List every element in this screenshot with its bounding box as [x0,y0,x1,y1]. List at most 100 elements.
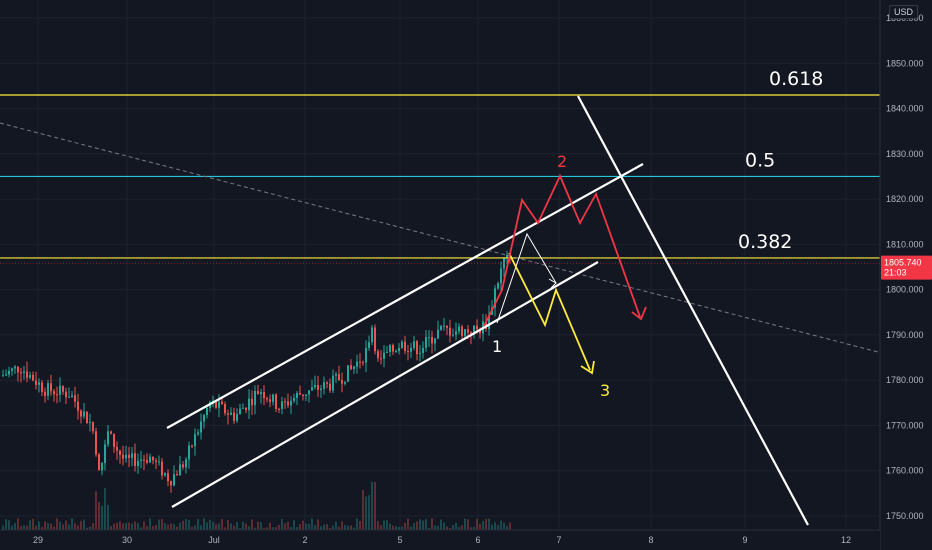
volume-bar [176,526,178,530]
time-tick-label: 29 [33,535,43,545]
candle-body [392,345,394,352]
volume-bar [413,523,415,530]
volume-bar [317,519,319,530]
candle-body [191,445,193,447]
volume-bar [170,523,172,530]
volume-bar [329,527,331,530]
volume-bar [83,519,85,530]
candle-body [299,393,301,395]
candle-body [137,460,139,467]
candle-body [140,459,142,461]
annotation-labels: 1 2 3 [492,152,610,400]
candle-body [488,314,490,329]
candle-body [11,368,13,371]
candle-body [254,391,256,406]
time-tick-label: Jul [208,535,220,545]
volume-bar [473,526,475,530]
wave-label-3: 3 [600,381,610,400]
descending-line [577,95,809,526]
volume-bar [269,522,271,530]
volume-bar [221,519,223,530]
currency-button[interactable]: USD [888,5,918,19]
candle-body [506,254,508,259]
candle-body [56,394,58,396]
candle-body [266,398,268,400]
candle-body [47,383,49,396]
candle-body [116,446,118,451]
candle-body [314,384,316,388]
volume-bar [122,523,124,530]
volume-bar [188,519,190,530]
volume-bar [449,527,451,530]
volume-bar [506,526,508,530]
candle-body [344,381,346,384]
price-tick-label: 1760.000 [886,466,924,476]
candle-body [134,453,136,467]
volume-bar [62,524,64,530]
candle-body [71,395,73,397]
yellow-arrow-head [580,360,595,375]
candle-body [17,366,19,373]
volume-bar [98,502,100,530]
volume-bar [272,527,274,530]
volume-bar [137,522,139,530]
candle-body [335,374,337,376]
candle-body [89,422,91,424]
volume-bar [479,523,481,530]
candle-body [194,434,196,447]
volume-bar [314,524,316,530]
volume-bar [2,525,4,530]
volume-bar [464,518,466,530]
candle-body [461,326,463,336]
price-tick-label: 1850.000 [886,58,924,68]
volume-bar [113,523,115,530]
volume-bar [296,526,298,530]
time-axis[interactable]: 29 30 Jul 2 5 6 7 8 9 12 [0,529,880,550]
volume-bar [53,526,55,530]
volume-bar [446,526,448,530]
red-arrow-head [631,306,647,321]
volume-bar [293,520,295,530]
candle-body [215,400,217,408]
volume-bar [425,519,427,530]
volume-bar [197,518,199,530]
candle-body [449,327,451,336]
volume-bar [365,496,367,530]
candle-body [290,400,292,406]
candle-body [407,350,409,352]
price-tag-bg [881,255,932,280]
candle-body [107,431,109,445]
volume-bar [158,519,160,530]
volume-bar [371,481,373,530]
volume-bar [218,523,220,530]
volume-bar [38,521,40,530]
candle-body [188,445,190,460]
candle-body [8,370,10,375]
time-tick-label: 9 [742,535,747,545]
volume-bar [242,521,244,530]
candle-body [230,412,232,415]
volume-bar [251,519,253,530]
volume-bar [503,522,505,530]
candle-body [410,347,412,352]
volume-bar [431,518,433,530]
volume-bar [149,518,151,530]
time-axis-bg [0,530,880,550]
candle-body [185,459,187,468]
candle-body [149,456,151,463]
candle-body [257,391,259,395]
volume-bar [140,527,142,530]
volume-bar [359,520,361,530]
volume-bar [110,526,112,530]
volume-bar [308,523,310,530]
candle-body [359,361,361,363]
candle-body [245,407,247,411]
candle-body [59,385,61,395]
volume-bar [224,527,226,530]
volume-bar [461,525,463,530]
yellow-wave-path [508,252,591,371]
volume-bar [95,491,97,530]
candle-body [38,382,40,385]
